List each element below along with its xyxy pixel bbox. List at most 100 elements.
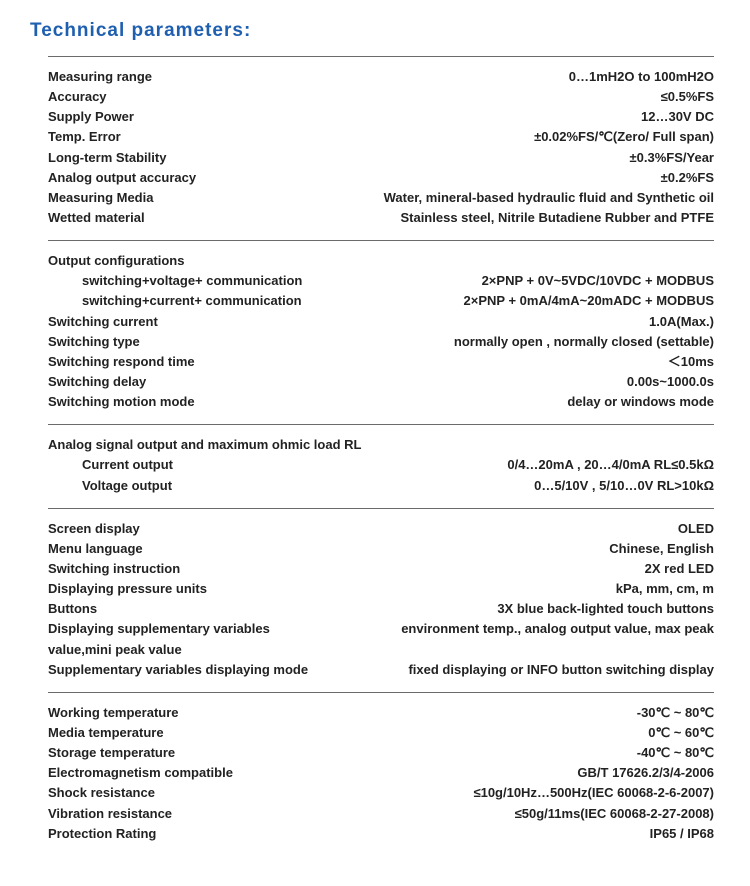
spec-value: kPa, mm, cm, m [219,579,714,599]
spec-row: Switching respond time ＜10ms [48,352,714,372]
spec-value: 0/4…20mA , 20…4/0mA RL≤0.5kΩ [185,455,714,475]
spec-value: 0…5/10V , 5/10…0V RL>10kΩ [184,476,714,496]
spec-row: Voltage output 0…5/10V , 5/10…0V RL>10kΩ [48,476,714,496]
spec-label: Switching respond time [48,352,195,372]
spec-label: Measuring Media [48,188,153,208]
spec-sections: Measuring range0…1mH2O to 100mH2OAccurac… [30,56,720,856]
spec-label: Buttons [48,599,97,619]
spec-label: Analog output accuracy [48,168,196,188]
spec-row: Menu language Chinese, English [48,539,714,559]
spec-value: 3X blue back-lighted touch buttons [109,599,714,619]
spec-row: Temp. Error ±0.02%FS/℃(Zero/ Full span) [48,127,714,147]
spec-value: 2×PNP + 0V~5VDC/10VDC + MODBUS [314,271,714,291]
spec-label: Wetted material [48,208,145,228]
spec-label: Analog signal output and maximum ohmic l… [48,435,361,455]
spec-label: Electromagnetism compatible [48,763,233,783]
spec-value: -40℃ ~ 80℃ [187,743,714,763]
spec-section: Output configurationsswitching+voltage+ … [48,240,714,424]
spec-row: Supply Power 12…30V DC [48,107,714,127]
spec-row: Measuring Media Water, mineral-based hydr… [48,188,714,208]
spec-row: Protection Rating IP65 / IP68 [48,824,714,844]
spec-section: Screen displayOLEDMenu language Chinese, … [48,508,714,692]
spec-value: 0℃ ~ 60℃ [176,723,714,743]
spec-value: Water, mineral-based hydraulic fluid and… [165,188,714,208]
spec-label: Supplementary variables displaying mode [48,660,308,680]
spec-row: Switching motion modedelay or windows mo… [48,392,714,412]
spec-label: Storage temperature [48,743,175,763]
spec-section: Analog signal output and maximum ohmic l… [48,424,714,507]
spec-row: value,mini peak value [48,640,714,660]
spec-label: Output configurations [48,251,184,271]
spec-row: switching+voltage+ communication 2×PNP + … [48,271,714,291]
spec-row: Long-term Stability ±0.3%FS/Year [48,148,714,168]
spec-label: Switching motion mode [48,392,195,412]
spec-label: Accuracy [48,87,107,107]
spec-value: 12…30V DC [146,107,714,127]
spec-row: Shock resistance ≤10g/10Hz…500Hz(IEC 6006… [48,783,714,803]
spec-row: Electromagnetism compatible GB/T 17626.2/… [48,763,714,783]
spec-value: 2X red LED [192,559,714,579]
spec-label: Switching type [48,332,140,352]
spec-value: ＜10ms [207,352,714,372]
spec-row: Output configurations [48,251,714,271]
spec-row: Switching delay 0.00s~1000.0s [48,372,714,392]
spec-row: Screen displayOLED [48,519,714,539]
spec-value: fixed displaying or INFO button switchin… [320,660,714,680]
spec-section: Working temperature-30℃ ~ 80℃Media tempe… [48,692,714,856]
spec-value: ±0.3%FS/Year [178,148,714,168]
spec-label: Voltage output [48,476,172,496]
spec-value: normally open , normally closed (settabl… [152,332,714,352]
spec-value: 0.00s~1000.0s [158,372,714,392]
spec-row: Media temperature 0℃ ~ 60℃ [48,723,714,743]
spec-row: Analog output accuracy ±0.2%FS [48,168,714,188]
spec-value: ≤0.5%FS [119,87,714,107]
spec-value: ≤50g/11ms(IEC 60068-2-27-2008) [184,804,714,824]
spec-value: GB/T 17626.2/3/4-2006 [245,763,714,783]
spec-label: Displaying supplementary variables [48,619,270,639]
spec-row: Current output 0/4…20mA , 20…4/0mA RL≤0.5… [48,455,714,475]
spec-value: ±0.02%FS/℃(Zero/ Full span) [133,127,714,147]
spec-value: ≤10g/10Hz…500Hz(IEC 60068-2-6-2007) [167,783,714,803]
spec-row: Accuracy ≤0.5%FS [48,87,714,107]
spec-label: switching+voltage+ communication [48,271,302,291]
spec-section: Measuring range0…1mH2O to 100mH2OAccurac… [48,56,714,240]
spec-row: Measuring range0…1mH2O to 100mH2O [48,67,714,87]
spec-label: switching+current+ communication [48,291,302,311]
spec-row: Analog signal output and maximum ohmic l… [48,435,714,455]
spec-row: Vibration resistance ≤50g/11ms(IEC 60068-… [48,804,714,824]
spec-row: Buttons 3X blue back-lighted touch button… [48,599,714,619]
spec-label: Protection Rating [48,824,156,844]
spec-label: Displaying pressure units [48,579,207,599]
spec-value: OLED [152,519,714,539]
spec-label: Media temperature [48,723,164,743]
page-title: Technical parameters: [30,20,720,42]
spec-value: IP65 / IP68 [168,824,714,844]
spec-row: Displaying pressure units kPa, mm, cm, m [48,579,714,599]
spec-value: 1.0A(Max.) [170,312,714,332]
spec-row: Switching type normally open , normally c… [48,332,714,352]
spec-row: Displaying supplementary variables enviro… [48,619,714,639]
spec-label: Switching delay [48,372,146,392]
spec-value: environment temp., analog output value, … [282,619,714,639]
spec-row: Supplementary variables displaying mode f… [48,660,714,680]
spec-row: Working temperature -30℃ ~ 80℃ [48,703,714,723]
spec-label: Switching current [48,312,158,332]
spec-label: Temp. Error [48,127,121,147]
spec-label: Long-term Stability [48,148,166,168]
spec-label: Supply Power [48,107,134,127]
spec-label: Working temperature [48,703,179,723]
spec-label: Current output [48,455,173,475]
spec-label: value,mini peak value [48,640,182,660]
spec-row: switching+current+ communication2×PNP + … [48,291,714,311]
spec-label: Switching instruction [48,559,180,579]
spec-value: Chinese, English [155,539,714,559]
spec-value: -30℃ ~ 80℃ [191,703,714,723]
spec-value: ±0.2%FS [208,168,714,188]
spec-row: Storage temperature -40℃ ~ 80℃ [48,743,714,763]
spec-value: Stainless steel, Nitrile Butadiene Rubbe… [157,208,714,228]
spec-row: Switching current 1.0A(Max.) [48,312,714,332]
spec-label: Menu language [48,539,143,559]
spec-value: 0…1mH2O to 100mH2O [164,67,714,87]
spec-label: Shock resistance [48,783,155,803]
spec-label: Vibration resistance [48,804,172,824]
